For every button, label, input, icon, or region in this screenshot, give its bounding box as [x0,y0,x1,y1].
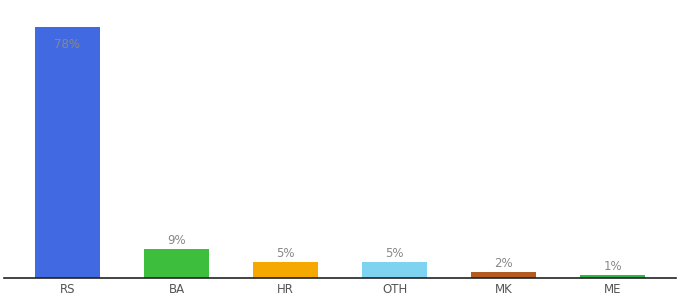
Text: 1%: 1% [603,260,622,273]
Bar [143,249,209,278]
Text: 9%: 9% [167,234,186,247]
Text: 5%: 5% [276,247,294,260]
Bar [253,262,318,278]
Bar [580,275,645,278]
Text: 5%: 5% [386,247,404,260]
Bar [362,262,427,278]
Bar [35,27,100,278]
Bar [471,272,537,278]
Text: 2%: 2% [494,256,513,270]
Text: 78%: 78% [54,38,80,51]
